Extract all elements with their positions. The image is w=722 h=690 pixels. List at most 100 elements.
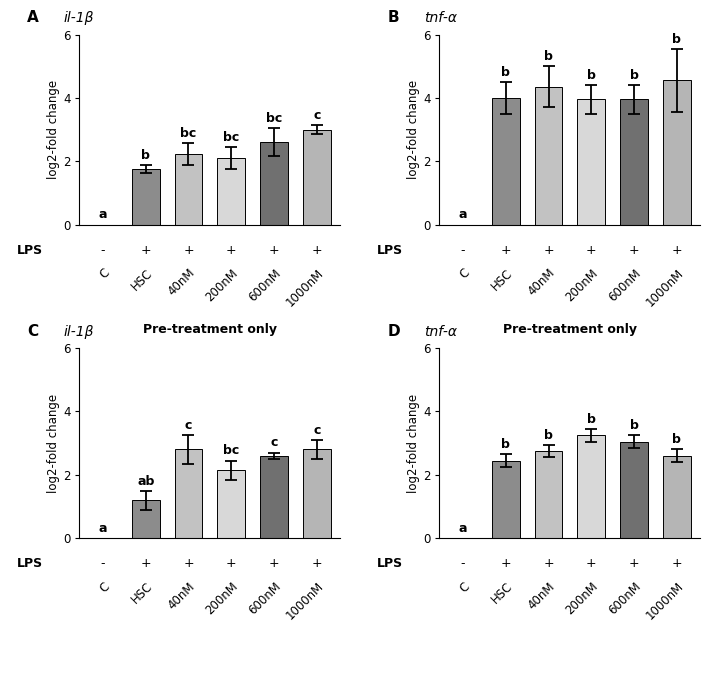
Bar xyxy=(260,142,288,224)
Bar xyxy=(663,81,691,224)
Text: 200nM: 200nM xyxy=(563,580,601,618)
Text: 40nM: 40nM xyxy=(526,266,557,299)
Text: LPS: LPS xyxy=(377,244,403,257)
Bar xyxy=(578,99,605,224)
Bar xyxy=(175,155,202,224)
Text: 1000nM: 1000nM xyxy=(643,266,686,309)
Y-axis label: log2-fold change: log2-fold change xyxy=(407,80,420,179)
Text: -: - xyxy=(461,558,465,570)
Text: +: + xyxy=(311,244,322,257)
Text: bc: bc xyxy=(223,444,240,457)
Text: -: - xyxy=(461,244,465,257)
Text: LPS: LPS xyxy=(17,558,43,570)
Y-axis label: log2-fold change: log2-fold change xyxy=(47,80,60,179)
Text: c: c xyxy=(270,437,278,449)
Text: C: C xyxy=(97,580,112,595)
Text: +: + xyxy=(183,558,193,570)
Text: HSC: HSC xyxy=(489,580,515,607)
Text: C: C xyxy=(457,266,472,282)
Text: 200nM: 200nM xyxy=(203,580,240,618)
Text: ab: ab xyxy=(137,475,155,488)
Text: +: + xyxy=(500,244,511,257)
Bar xyxy=(132,500,160,538)
Text: +: + xyxy=(140,558,151,570)
Text: +: + xyxy=(269,244,279,257)
Y-axis label: log2-fold change: log2-fold change xyxy=(407,393,420,493)
Text: +: + xyxy=(586,244,596,257)
Text: b: b xyxy=(672,433,682,446)
Text: +: + xyxy=(629,244,640,257)
Text: +: + xyxy=(671,558,682,570)
Text: c: c xyxy=(185,419,192,432)
Text: +: + xyxy=(543,558,554,570)
Text: 40nM: 40nM xyxy=(165,580,198,612)
Text: Pre-treatment only: Pre-treatment only xyxy=(143,324,277,337)
Bar xyxy=(620,442,648,538)
Text: A: A xyxy=(27,10,39,25)
Text: +: + xyxy=(671,244,682,257)
Bar xyxy=(217,470,245,538)
Text: tnf-α: tnf-α xyxy=(424,11,457,25)
Text: +: + xyxy=(226,558,237,570)
Text: 200nM: 200nM xyxy=(563,266,601,304)
Text: a: a xyxy=(99,522,107,535)
Text: HSC: HSC xyxy=(489,266,515,293)
Bar xyxy=(578,435,605,538)
Text: c: c xyxy=(313,424,321,437)
Text: 600nM: 600nM xyxy=(245,580,283,618)
Text: b: b xyxy=(544,428,553,442)
Text: b: b xyxy=(142,149,150,162)
Text: 200nM: 200nM xyxy=(203,266,240,304)
Text: il-1β: il-1β xyxy=(64,324,95,339)
Text: b: b xyxy=(501,438,510,451)
Text: a: a xyxy=(458,208,467,221)
Bar xyxy=(303,449,331,538)
Bar xyxy=(175,449,202,538)
Text: LPS: LPS xyxy=(17,244,43,257)
Y-axis label: log2-fold change: log2-fold change xyxy=(47,393,60,493)
Text: C: C xyxy=(27,324,38,339)
Text: il-1β: il-1β xyxy=(64,11,95,25)
Text: +: + xyxy=(586,558,596,570)
Text: +: + xyxy=(269,558,279,570)
Text: +: + xyxy=(629,558,640,570)
Bar xyxy=(663,456,691,538)
Text: Pre-treatment only: Pre-treatment only xyxy=(503,324,637,337)
Text: b: b xyxy=(544,50,553,63)
Text: bc: bc xyxy=(180,127,196,140)
Text: b: b xyxy=(587,413,596,426)
Bar xyxy=(132,169,160,224)
Text: b: b xyxy=(630,69,638,82)
Bar xyxy=(303,130,331,224)
Text: -: - xyxy=(100,244,105,257)
Text: 40nM: 40nM xyxy=(526,580,557,612)
Text: -: - xyxy=(100,558,105,570)
Bar xyxy=(217,158,245,224)
Text: 1000nM: 1000nM xyxy=(643,580,686,622)
Bar xyxy=(534,451,562,538)
Text: C: C xyxy=(457,580,472,595)
Text: 600nM: 600nM xyxy=(245,266,283,304)
Bar xyxy=(492,461,520,538)
Text: a: a xyxy=(99,208,107,221)
Text: C: C xyxy=(97,266,112,282)
Text: +: + xyxy=(500,558,511,570)
Text: +: + xyxy=(543,244,554,257)
Text: 1000nM: 1000nM xyxy=(283,266,326,309)
Bar xyxy=(534,87,562,224)
Text: HSC: HSC xyxy=(129,266,155,293)
Text: bc: bc xyxy=(223,131,240,144)
Text: HSC: HSC xyxy=(129,580,155,607)
Text: +: + xyxy=(140,244,151,257)
Text: +: + xyxy=(226,244,237,257)
Text: b: b xyxy=(672,32,682,46)
Text: b: b xyxy=(587,69,596,82)
Bar xyxy=(260,456,288,538)
Text: 600nM: 600nM xyxy=(606,266,643,304)
Text: b: b xyxy=(630,419,638,432)
Text: B: B xyxy=(387,10,399,25)
Text: D: D xyxy=(387,324,400,339)
Text: 600nM: 600nM xyxy=(606,580,643,618)
Text: c: c xyxy=(313,108,321,121)
Text: LPS: LPS xyxy=(377,558,403,570)
